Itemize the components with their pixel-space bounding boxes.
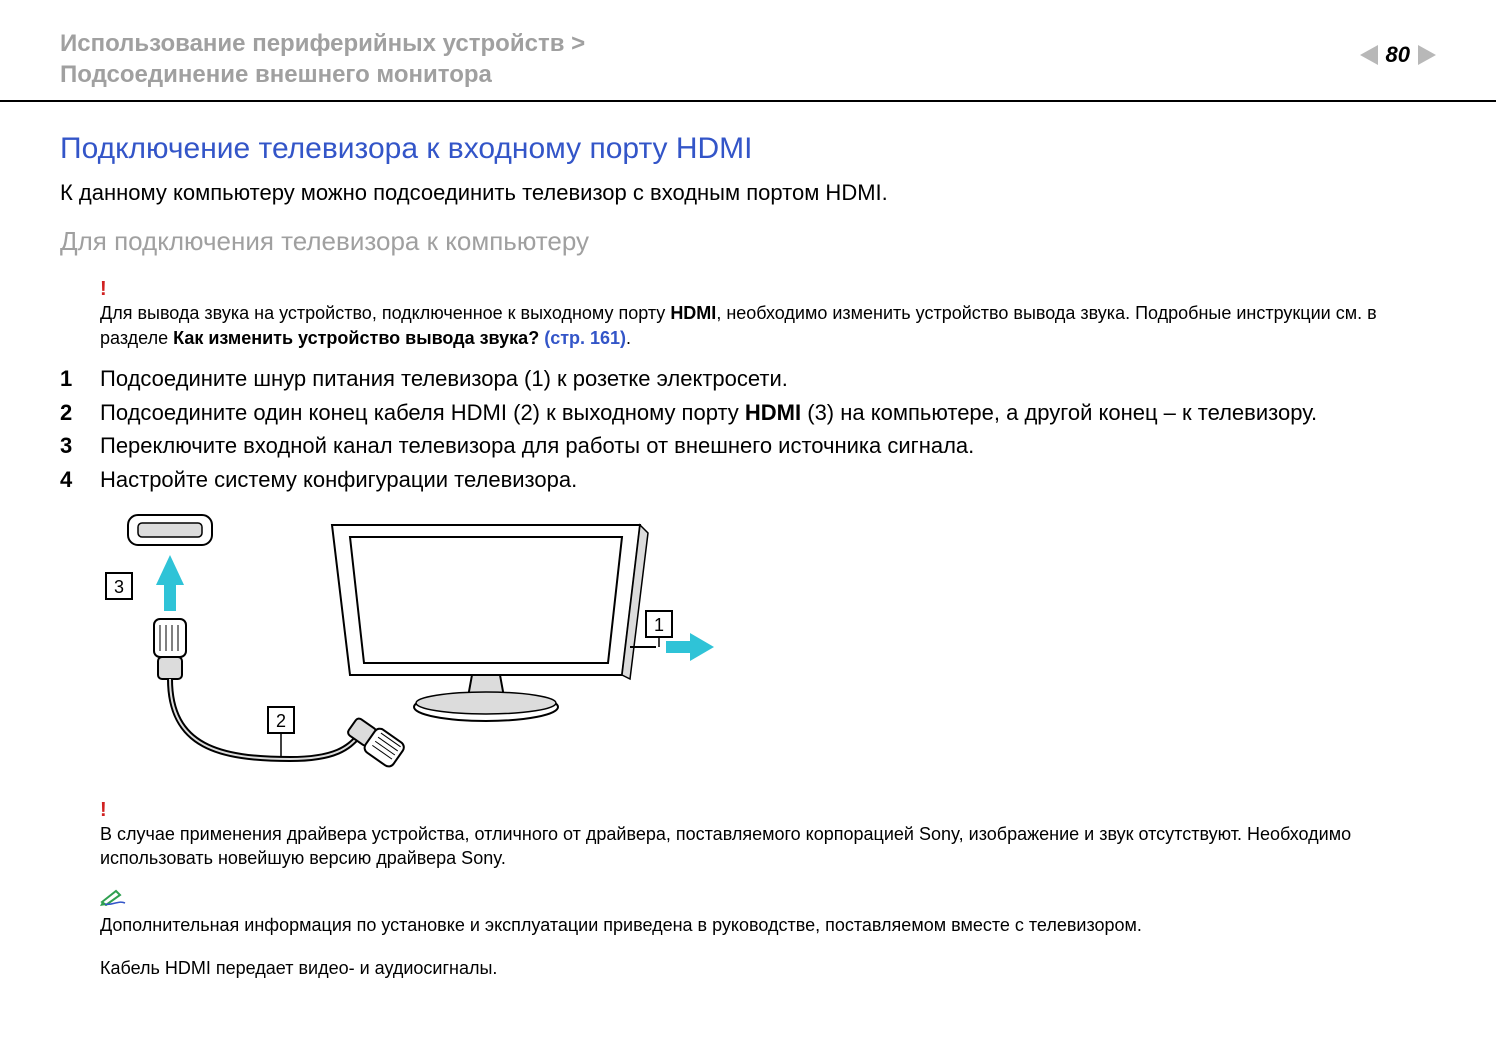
procedure-subhead: Для подключения телевизора к компьютеру <box>60 226 1436 257</box>
page-ref-link[interactable]: (стр. 161) <box>544 328 626 348</box>
manual-page: Использование периферийных устройств > П… <box>0 0 1496 1056</box>
tv-icon <box>332 525 648 721</box>
breadcrumb-line1: Использование периферийных устройств > <box>60 30 585 57</box>
diagram-svg: 3 <box>100 507 720 787</box>
hdmi-plug-icon <box>154 619 186 679</box>
warning-1-text: Для вывода звука на устройство, подключе… <box>100 301 1436 350</box>
page-number: 80 <box>1386 42 1410 68</box>
section-title: Подключение телевизора к входному порту … <box>60 132 1436 166</box>
after-diagram-notes: ! В случае применения драйвера устройств… <box>100 800 1436 980</box>
warning-note-1: ! Для вывода звука на устройство, подклю… <box>100 279 1436 350</box>
intro-text: К данному компьютеру можно подсоединить … <box>60 180 1436 206</box>
hdmi-cable-icon <box>170 679 360 759</box>
step-4: Настройте систему конфигурации телевизор… <box>60 465 1436 495</box>
step-2: Подсоедините один конец кабеля HDMI (2) … <box>60 398 1436 428</box>
breadcrumb-line2: Подсоединение внешнего монитора <box>60 61 492 88</box>
callout-3-label: 3 <box>114 577 124 597</box>
page-content: Подключение телевизора к входному порту … <box>0 102 1496 980</box>
callout-2-label: 2 <box>276 711 286 731</box>
procedure-steps: Подсоедините шнур питания телевизора (1)… <box>60 364 1436 495</box>
step-3: Переключите входной канал телевизора для… <box>60 431 1436 461</box>
prev-page-arrow-icon[interactable] <box>1360 45 1378 65</box>
pager: 80 <box>1360 28 1436 68</box>
tip-note: Дополнительная информация по установке и… <box>100 888 1436 937</box>
warning-2-text: В случае применения драйвера устройства,… <box>100 822 1436 871</box>
tip-text: Дополнительная информация по установке и… <box>100 913 1436 937</box>
callout-3: 3 <box>106 573 132 599</box>
warning-icon: ! <box>100 279 1436 299</box>
callout-2: 2 <box>268 707 294 757</box>
next-page-arrow-icon[interactable] <box>1418 45 1436 65</box>
hdmi-port-icon <box>128 515 212 545</box>
footer-line: Кабель HDMI передает видео- и аудиосигна… <box>100 956 1436 980</box>
pencil-tip-icon <box>100 888 126 906</box>
breadcrumb: Использование периферийных устройств > П… <box>60 28 585 90</box>
step-1: Подсоедините шнур питания телевизора (1)… <box>60 364 1436 394</box>
warning-note-2: ! В случае применения драйвера устройств… <box>100 800 1436 871</box>
callout-1-label: 1 <box>654 615 664 635</box>
page-header: Использование периферийных устройств > П… <box>0 0 1496 100</box>
arrow-to-outlet-icon <box>666 633 714 661</box>
arrow-to-port-icon <box>156 555 184 611</box>
warning-icon: ! <box>100 800 1436 820</box>
connection-diagram: 3 <box>100 507 1436 792</box>
